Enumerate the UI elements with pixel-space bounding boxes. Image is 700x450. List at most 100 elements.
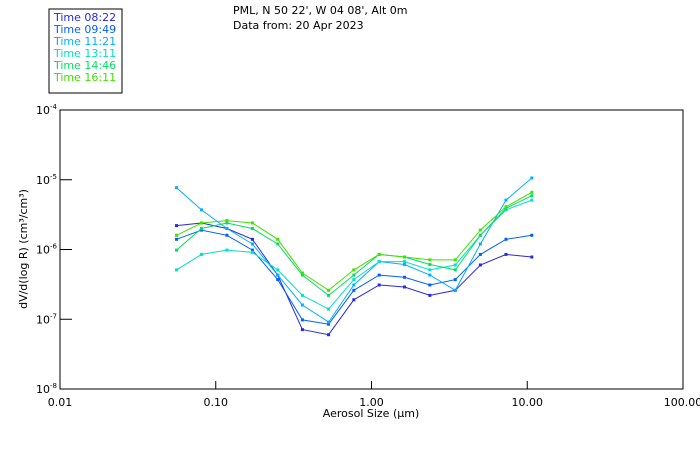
data-point <box>300 303 304 307</box>
legend-entry: Time 11:21 <box>53 35 116 48</box>
data-point <box>453 278 457 282</box>
data-point <box>300 273 304 277</box>
data-point <box>403 285 407 289</box>
data-point <box>276 237 280 241</box>
y-tick-label: 10-8 <box>36 382 57 396</box>
legend-entry: Time 09:49 <box>53 23 116 36</box>
chart-subtitle: Data from: 20 Apr 2023 <box>233 19 364 32</box>
axis-ticks: 0.01 0.10 1.00 10.00 100.00 10-4 10-5 10-6 10-7 1… <box>36 103 700 409</box>
data-point <box>428 258 432 262</box>
legend-entry: Time 13:11 <box>53 47 116 60</box>
data-point <box>530 176 534 180</box>
data-point <box>428 262 432 266</box>
series-path <box>176 229 532 325</box>
legend-entry: Time 08:22 <box>53 11 116 24</box>
y-tick-label: 10-4 <box>36 103 58 117</box>
x-axis-label: Aerosol Size (µm) <box>323 407 420 420</box>
series-line <box>175 190 534 292</box>
data-point <box>276 268 280 272</box>
data-point <box>530 198 534 202</box>
legend-entry: Time 16:11 <box>53 71 116 84</box>
data-point <box>250 237 254 241</box>
data-point <box>377 260 381 264</box>
data-point <box>504 208 508 212</box>
x-tick-label: 0.10 <box>204 396 229 409</box>
data-point <box>300 271 304 275</box>
data-point <box>199 227 203 231</box>
data-point <box>504 198 508 202</box>
data-point <box>504 252 508 256</box>
data-point <box>428 283 432 287</box>
data-point <box>530 255 534 259</box>
legend-entry: Time 14:46 <box>53 59 116 72</box>
data-point <box>225 248 229 252</box>
data-point <box>352 298 356 302</box>
data-point <box>225 227 229 231</box>
data-point <box>530 194 534 198</box>
data-point <box>199 221 203 225</box>
data-point <box>225 221 229 225</box>
data-point <box>478 233 482 237</box>
data-point <box>352 278 356 282</box>
data-point <box>504 206 508 210</box>
data-point <box>453 288 457 292</box>
data-point <box>327 293 331 297</box>
data-point <box>175 186 179 190</box>
data-point <box>175 268 179 272</box>
data-point <box>276 242 280 246</box>
data-point <box>403 275 407 279</box>
data-point <box>453 268 457 272</box>
x-tick-label: 10.00 <box>512 396 544 409</box>
data-point <box>250 221 254 225</box>
data-point <box>428 268 432 272</box>
data-point <box>504 237 508 241</box>
data-point <box>478 242 482 246</box>
data-point <box>175 233 179 237</box>
data-point <box>403 262 407 266</box>
legend-box <box>48 8 123 94</box>
data-point <box>478 263 482 267</box>
series-group <box>175 176 534 337</box>
series-path <box>176 199 532 310</box>
y-tick-label: 10-5 <box>36 173 57 187</box>
data-point <box>199 208 203 212</box>
data-point <box>327 320 331 324</box>
data-point <box>250 248 254 252</box>
data-point <box>530 233 534 237</box>
data-point <box>250 242 254 246</box>
x-tick-label: 100.00 <box>664 396 700 409</box>
data-point <box>300 328 304 332</box>
data-point <box>175 248 179 252</box>
series-line <box>175 228 534 326</box>
data-point <box>377 252 381 256</box>
data-point <box>250 227 254 231</box>
data-point <box>352 273 356 277</box>
data-point <box>327 288 331 292</box>
y-tick-label: 10-6 <box>36 243 58 257</box>
data-point <box>327 333 331 337</box>
data-point <box>377 273 381 277</box>
data-point <box>300 318 304 322</box>
data-point <box>478 252 482 256</box>
data-point <box>352 268 356 272</box>
data-point <box>352 288 356 292</box>
data-point <box>453 263 457 267</box>
y-axis-label: dV/d(log R) (cm³/cm³) <box>17 189 30 309</box>
data-point <box>377 283 381 287</box>
data-point <box>250 250 254 254</box>
series-line <box>175 176 534 324</box>
data-point <box>453 258 457 262</box>
data-point <box>403 260 407 264</box>
data-point <box>504 205 508 209</box>
data-point <box>530 190 534 194</box>
y-tick-label: 10-7 <box>36 312 57 326</box>
data-point <box>428 273 432 277</box>
data-point <box>478 228 482 232</box>
data-point <box>403 255 407 259</box>
data-point <box>327 322 331 326</box>
data-point <box>276 273 280 277</box>
data-point <box>175 224 179 228</box>
data-point <box>428 293 432 297</box>
